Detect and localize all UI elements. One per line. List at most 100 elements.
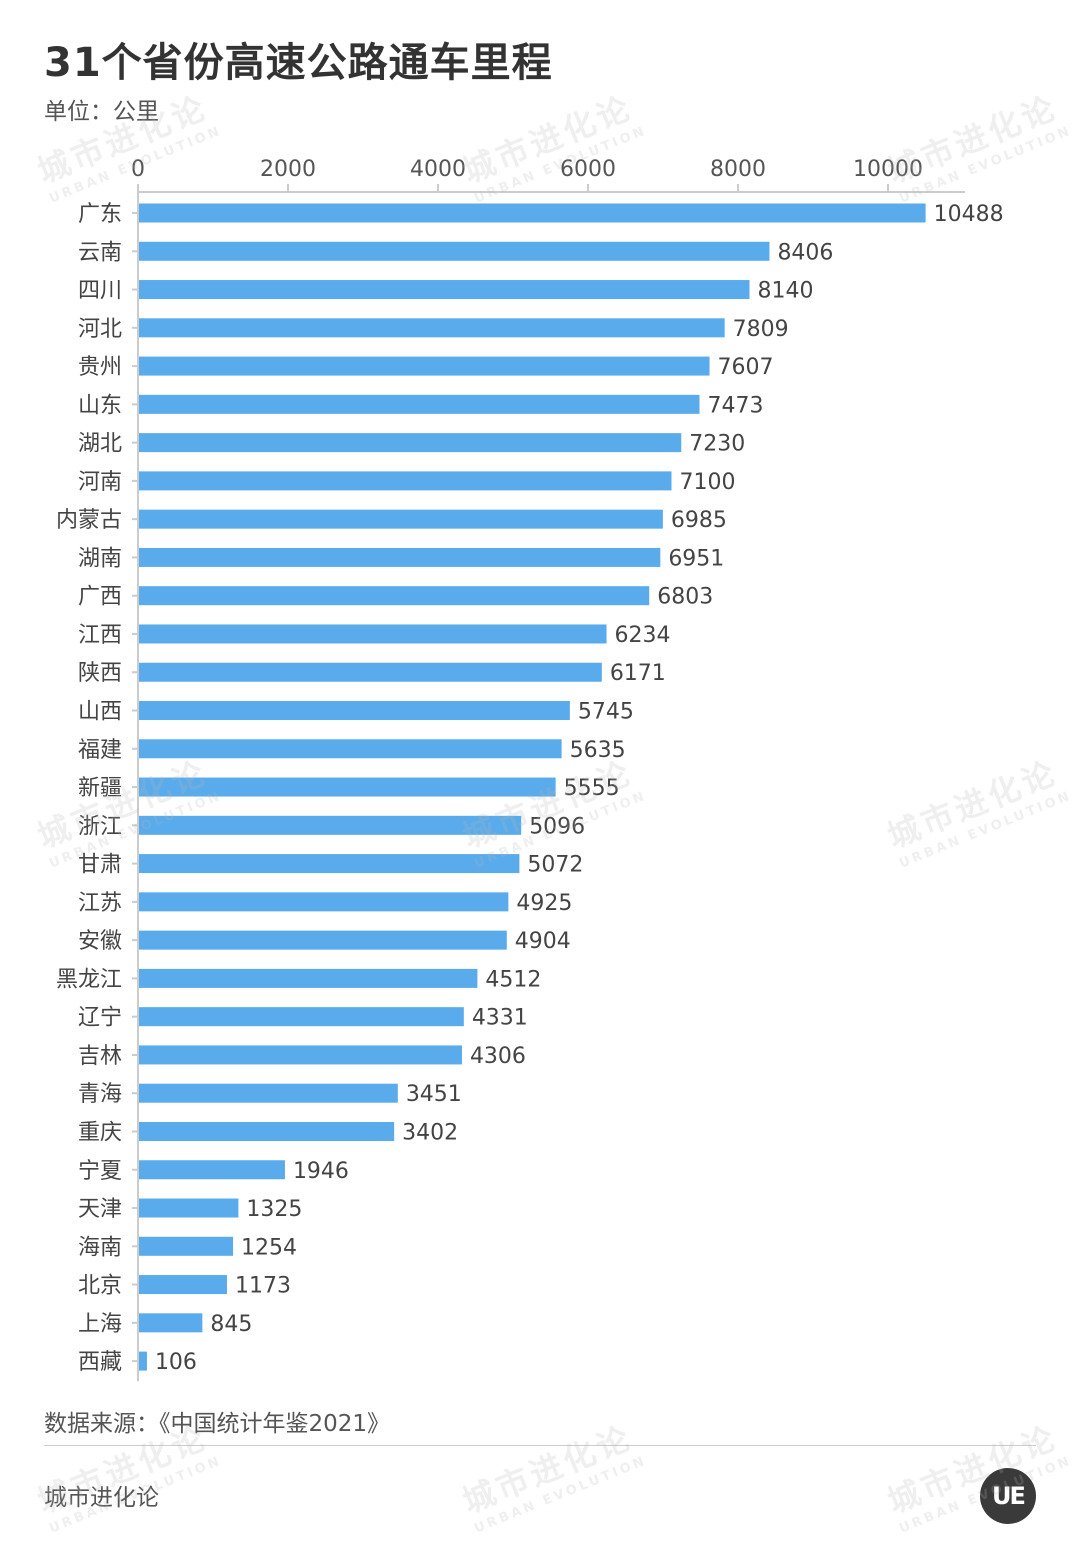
bar-value-label: 6234 [615, 623, 671, 648]
bar-value-label: 7100 [680, 470, 736, 495]
x-tick-label: 2000 [260, 157, 316, 182]
category-label: 吉林 [78, 1044, 122, 1069]
bar [139, 815, 522, 835]
category-label: 内蒙古 [56, 508, 122, 533]
bar-value-label: 5745 [578, 700, 634, 725]
bar-value-label: 1254 [241, 1235, 297, 1260]
bar-value-label: 7230 [689, 432, 745, 457]
bar [139, 509, 663, 529]
bar-value-label: 1173 [235, 1274, 291, 1299]
bar-value-label: 7809 [733, 317, 789, 342]
x-tick-label: 6000 [560, 157, 616, 182]
x-tick-label: 10000 [853, 157, 923, 182]
bar [139, 1275, 227, 1295]
bar-value-label: 8140 [758, 279, 814, 304]
footer-divider [44, 1445, 1036, 1446]
category-label: 北京 [78, 1274, 122, 1299]
bar-value-label: 4331 [472, 1006, 528, 1031]
category-label: 天津 [78, 1197, 122, 1222]
bar [139, 1351, 147, 1371]
category-label: 山西 [78, 700, 122, 725]
bar [139, 586, 650, 606]
category-label: 西藏 [78, 1350, 122, 1375]
bar-value-label: 5072 [527, 853, 583, 878]
bar-value-label: 5635 [570, 738, 626, 763]
category-label: 江苏 [78, 891, 122, 916]
bar [139, 318, 725, 338]
category-label: 河北 [78, 317, 122, 342]
category-label: 浙江 [78, 814, 122, 839]
bar-value-label: 4512 [485, 967, 541, 992]
bar-value-label: 5096 [529, 814, 585, 839]
x-tick-label: 8000 [710, 157, 766, 182]
category-label: 海南 [78, 1235, 122, 1260]
bar [139, 701, 570, 721]
category-label: 安徽 [78, 929, 122, 954]
bar [139, 739, 562, 759]
bar [139, 1083, 398, 1103]
brand-logo: UE [980, 1468, 1036, 1524]
bar [139, 547, 661, 567]
bar [139, 1160, 285, 1180]
bar [139, 1236, 234, 1256]
bar-value-label: 845 [210, 1312, 252, 1337]
bar [139, 662, 602, 682]
category-label: 贵州 [78, 355, 122, 380]
category-label: 湖南 [78, 546, 122, 571]
bar [139, 1007, 464, 1027]
bar-value-label: 4904 [515, 929, 571, 954]
bar [139, 1121, 395, 1141]
category-label: 广东 [78, 202, 122, 227]
bar [139, 203, 926, 223]
category-label: 宁夏 [78, 1159, 122, 1184]
category-label: 湖北 [78, 432, 122, 457]
category-label: 广西 [78, 585, 122, 610]
watermark: 城市进化论 URBAN EVOLUTION [880, 1411, 1074, 1536]
watermark: 城市进化论 URBAN EVOLUTION [455, 1411, 650, 1537]
bar-value-label: 4925 [516, 891, 572, 916]
unit-label: 单位：公里 [44, 99, 159, 125]
bar [139, 471, 672, 491]
chart-title: 31个省份高速公路通车里程 [44, 40, 553, 86]
bar [139, 624, 607, 644]
category-label: 河南 [78, 470, 122, 495]
data-source: 数据来源：《中国统计年鉴2021》 [44, 1411, 391, 1437]
bar [139, 854, 520, 874]
category-label: 重庆 [78, 1120, 122, 1145]
bar [139, 280, 750, 300]
bar-value-label: 1325 [246, 1197, 302, 1222]
bar [139, 241, 770, 261]
watermark-cn: 城市进化论 [882, 1418, 1064, 1521]
bar-value-label: 10488 [934, 202, 1004, 227]
watermark-cn: 城市进化论 [457, 1418, 639, 1521]
category-label: 甘肃 [78, 853, 122, 878]
category-label: 陕西 [78, 661, 122, 686]
category-label: 新疆 [78, 776, 122, 801]
bar-value-label: 7607 [718, 355, 774, 380]
category-label: 青海 [78, 1082, 122, 1107]
category-label: 黑龙江 [56, 967, 122, 992]
category-label: 江西 [78, 623, 122, 648]
bar-value-label: 3451 [406, 1082, 462, 1107]
bar [139, 1313, 203, 1333]
category-label: 四川 [78, 279, 122, 304]
category-label: 上海 [78, 1312, 122, 1337]
bar [139, 1045, 462, 1065]
bar [139, 892, 509, 912]
bar-value-label: 7473 [707, 393, 763, 418]
bar-value-label: 3402 [402, 1120, 458, 1145]
category-label: 山东 [78, 393, 122, 418]
x-tick-label: 0 [131, 157, 145, 182]
bar-value-label: 6171 [610, 661, 666, 686]
category-label: 福建 [78, 738, 122, 763]
bar [139, 1198, 239, 1218]
category-label: 云南 [78, 240, 122, 265]
watermark-en: URBAN EVOLUTION [472, 1453, 650, 1537]
bar [139, 356, 710, 376]
category-label: 辽宁 [78, 1006, 122, 1031]
bar [139, 968, 478, 988]
bar-value-label: 4306 [470, 1044, 526, 1069]
bar-value-label: 6951 [668, 546, 724, 571]
bar-value-label: 5555 [564, 776, 620, 801]
bar-value-label: 6985 [671, 508, 727, 533]
